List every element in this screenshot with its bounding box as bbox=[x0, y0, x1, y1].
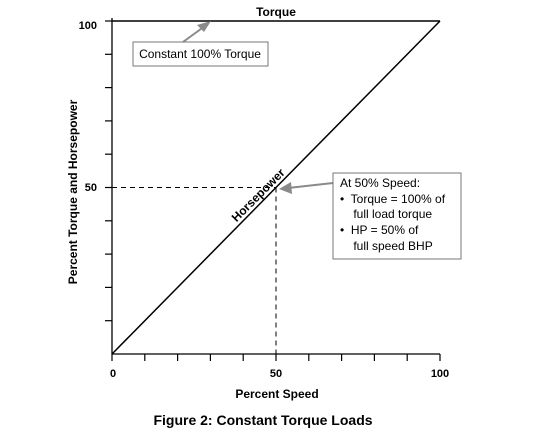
y-tick-label-100: 100 bbox=[79, 20, 97, 32]
figure-caption: Figure 2: Constant Torque Loads bbox=[153, 412, 372, 428]
speed-annotation-line-2: full load torque bbox=[340, 207, 432, 221]
speed-arrow-head bbox=[279, 182, 292, 194]
series-label-torque: Torque bbox=[256, 5, 296, 19]
torque-annotation-box bbox=[132, 41, 269, 67]
lines-layer bbox=[111, 20, 441, 355]
y-axis-title: Percent Torque and Horsepower bbox=[66, 99, 80, 284]
torque-arrow-head bbox=[197, 21, 211, 32]
x-tick-label-100: 100 bbox=[431, 368, 449, 380]
x-tick-label-50: 50 bbox=[270, 368, 282, 380]
x-axis-title: Percent Speed bbox=[235, 387, 318, 401]
series-label-horsepower: Horsepower bbox=[229, 165, 288, 224]
speed-annotation-title: At 50% Speed: bbox=[340, 176, 420, 190]
torque-annotation-text: Constant 100% Torque bbox=[139, 47, 261, 61]
x-tick-label-0: 0 bbox=[110, 368, 116, 380]
speed-annotation-box bbox=[332, 172, 462, 260]
speed-annotation-line-4: full speed BHP bbox=[340, 239, 433, 253]
series-line-horsepower bbox=[111, 20, 441, 355]
speed-annotation-line-3: • HP = 50% of bbox=[340, 223, 419, 237]
ticks-layer bbox=[105, 20, 441, 361]
speed-annotation-line-1: • Torque = 100% of bbox=[340, 192, 446, 206]
speed-arrow-line bbox=[287, 182, 334, 189]
y-tick-label-50: 50 bbox=[85, 182, 97, 194]
